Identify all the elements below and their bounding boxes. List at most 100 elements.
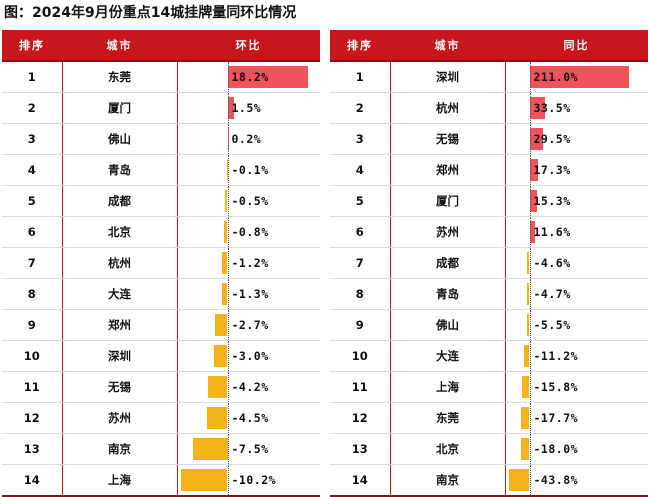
- value-cell: -4.6%: [505, 247, 648, 279]
- negative-bar: [521, 407, 530, 430]
- value-cell: 211.0%: [505, 61, 648, 93]
- rank-cell: 10: [2, 340, 63, 373]
- negative-bar: [208, 376, 228, 399]
- rank-cell: 3: [330, 123, 391, 155]
- value-label: -4.2%: [231, 380, 269, 395]
- rank-cell: 7: [330, 247, 391, 279]
- header-mom: 环比: [177, 30, 320, 62]
- rank-cell: 14: [330, 464, 391, 497]
- rank-cell: 5: [330, 185, 391, 217]
- value-cell: 11.6%: [505, 216, 648, 248]
- value-label: -4.7%: [533, 286, 571, 301]
- city-cell: 南京: [62, 433, 178, 466]
- header-city: 城市: [390, 30, 505, 62]
- value-label: -18.0%: [533, 442, 579, 457]
- value-cell: -11.2%: [505, 340, 648, 373]
- table-row: 5 成都 -0.5%: [2, 185, 320, 217]
- value-cell: -3.0%: [177, 340, 320, 373]
- table-row: 8 青岛 -4.7%: [330, 278, 648, 311]
- rank-cell: 1: [2, 61, 63, 93]
- zero-axis-line: [529, 341, 531, 372]
- value-cell: 15.3%: [505, 185, 648, 217]
- value-label: 29.5%: [533, 131, 571, 146]
- value-label: -0.5%: [231, 193, 269, 208]
- table-header-row: 排序 城市 同比: [330, 30, 648, 62]
- table-row: 9 郑州 -2.7%: [2, 309, 320, 342]
- value-cell: -0.8%: [177, 216, 320, 248]
- table-row: 4 郑州 17.3%: [330, 154, 648, 186]
- city-cell: 大连: [62, 278, 178, 311]
- table-row: 14 南京 -43.8%: [330, 464, 648, 497]
- table-row: 9 佛山 -5.5%: [330, 309, 648, 342]
- city-cell: 北京: [62, 216, 178, 248]
- table-row: 13 南京 -7.5%: [2, 433, 320, 466]
- value-label: 15.3%: [533, 193, 571, 208]
- zero-axis-line: [227, 403, 229, 434]
- zero-axis-line: [227, 465, 229, 495]
- value-cell: -10.2%: [177, 464, 320, 497]
- zero-axis-line: [227, 434, 229, 465]
- rank-cell: 9: [330, 309, 391, 342]
- negative-bar: [524, 345, 530, 368]
- value-label: 18.2%: [231, 69, 269, 84]
- value-label: -4.6%: [533, 255, 571, 270]
- table-row: 8 大连 -1.3%: [2, 278, 320, 311]
- positive-bar: [227, 96, 235, 119]
- zero-axis-line: [529, 278, 531, 309]
- table-row: 3 佛山 0.2%: [2, 123, 320, 155]
- value-label: -2.7%: [231, 318, 269, 333]
- zero-axis-line: [529, 372, 531, 403]
- zero-axis-line: [529, 92, 531, 123]
- zero-axis-line: [227, 123, 229, 154]
- negative-bar: [527, 282, 530, 305]
- positive-bar: [529, 220, 535, 243]
- value-cell: -7.5%: [177, 433, 320, 466]
- table-row: 3 无锡 29.5%: [330, 123, 648, 155]
- zero-axis-line: [227, 278, 229, 309]
- zero-axis-line: [529, 216, 531, 247]
- value-label: -15.8%: [533, 380, 579, 395]
- table-row: 13 北京 -18.0%: [330, 433, 648, 466]
- table-row: 6 苏州 11.6%: [330, 216, 648, 248]
- rank-cell: 4: [2, 154, 63, 186]
- negative-bar: [206, 407, 228, 430]
- zero-axis-line: [227, 154, 229, 185]
- city-cell: 青岛: [62, 154, 178, 186]
- city-cell: 杭州: [62, 247, 178, 279]
- city-cell: 成都: [62, 185, 178, 217]
- zero-axis-line: [227, 372, 229, 403]
- zero-axis-line: [227, 92, 229, 123]
- table-row: 1 东莞 18.2%: [2, 61, 320, 93]
- value-cell: -18.0%: [505, 433, 648, 466]
- table-row: 7 成都 -4.6%: [330, 247, 648, 279]
- rank-cell: 13: [330, 433, 391, 466]
- negative-bar: [225, 189, 228, 212]
- rank-cell: 7: [2, 247, 63, 279]
- value-label: -1.2%: [231, 255, 269, 270]
- value-label: 33.5%: [533, 100, 571, 115]
- table-row: 11 上海 -15.8%: [330, 371, 648, 404]
- negative-bar: [213, 345, 228, 368]
- zero-axis-line: [227, 62, 229, 92]
- negative-bar: [215, 314, 228, 337]
- table-row: 11 无锡 -4.2%: [2, 371, 320, 404]
- city-cell: 北京: [390, 433, 506, 466]
- value-cell: 18.2%: [177, 61, 320, 93]
- value-label: 17.3%: [533, 162, 571, 177]
- negative-bar: [526, 314, 530, 337]
- value-label: -17.7%: [533, 411, 579, 426]
- zero-axis-line: [529, 465, 531, 495]
- positive-bar: [529, 158, 538, 181]
- yoy-ranking-table: 排序 城市 同比 1 深圳 211.0% 2 杭州 33.5% 3 无锡 29.5% 4 郑州 17.…: [330, 30, 648, 497]
- city-cell: 郑州: [390, 154, 506, 186]
- rank-cell: 12: [330, 402, 391, 435]
- value-cell: -4.2%: [177, 371, 320, 404]
- rank-cell: 12: [2, 402, 63, 435]
- city-cell: 苏州: [62, 402, 178, 435]
- city-cell: 郑州: [62, 309, 178, 342]
- table-row: 6 北京 -0.8%: [2, 216, 320, 248]
- value-label: -3.0%: [231, 349, 269, 364]
- city-cell: 青岛: [390, 278, 506, 311]
- zero-axis-line: [227, 310, 229, 341]
- city-cell: 厦门: [62, 92, 178, 124]
